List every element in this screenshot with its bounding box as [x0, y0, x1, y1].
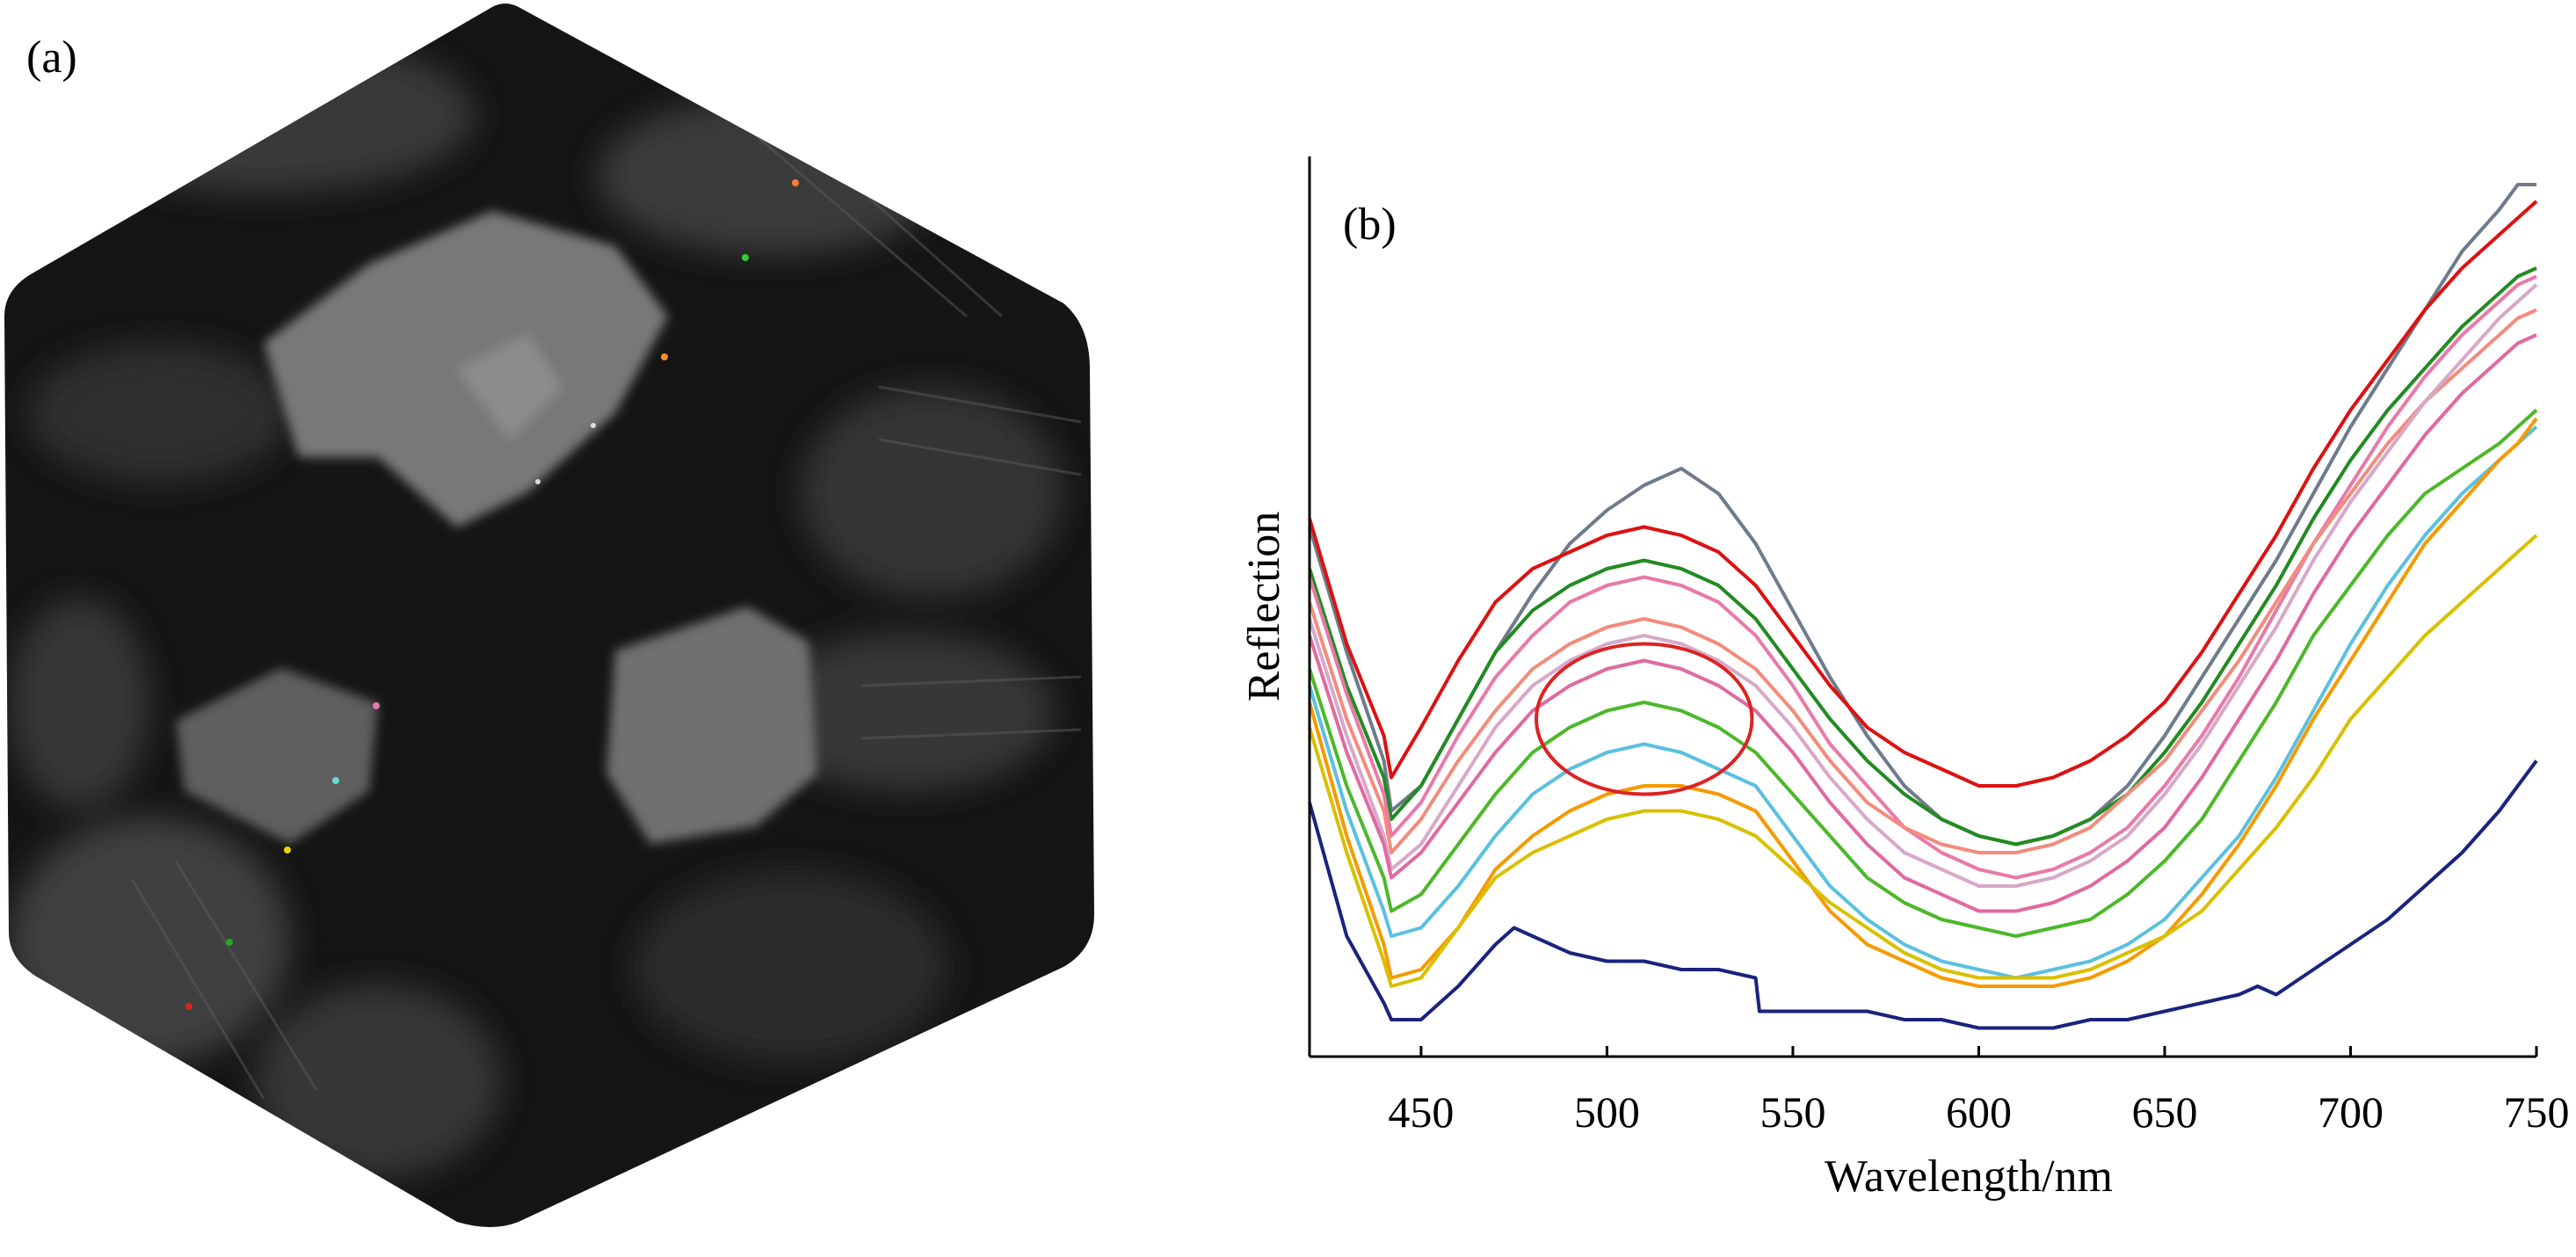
series-line-6: [1308, 283, 2538, 888]
sample-point: [591, 423, 596, 428]
sample-point: [661, 353, 668, 360]
sample-point: [185, 1003, 192, 1010]
panel-b-label: (b): [1343, 200, 1397, 250]
x-tick-label: 650: [2131, 1087, 2197, 1137]
sample-point: [332, 777, 339, 784]
series-line-8: [1308, 409, 2538, 938]
reflection-chart: (b) 450 500 550 600 650 700 750 Wavelength/nm …: [1239, 156, 2570, 1202]
x-tick-label: 750: [2504, 1087, 2570, 1137]
series-line-2: [1308, 200, 2538, 788]
x-tick-label: 600: [1946, 1087, 2012, 1137]
sample-point: [373, 702, 380, 709]
series-line-1: [1308, 183, 2536, 846]
hexagon-background: [4, 4, 1094, 1227]
sample-point: [742, 254, 749, 261]
sample-point: [792, 179, 799, 186]
x-axis-label: Wavelength/nm: [1825, 1152, 2113, 1202]
sample-point: [535, 479, 541, 484]
series-line-4: [1308, 274, 2537, 880]
x-tick-label: 700: [2318, 1087, 2384, 1137]
x-tick-label: 450: [1388, 1087, 1454, 1137]
series-line-10: [1308, 417, 2538, 988]
y-axis-label: Reflection: [1239, 512, 1289, 702]
x-tick-label: 500: [1574, 1087, 1640, 1137]
sample-point: [226, 939, 233, 946]
series-line-11: [1308, 534, 2538, 988]
plot-curves: [1308, 183, 2538, 1030]
x-tick-label: 550: [1760, 1087, 1825, 1137]
plot-axes: [1308, 156, 2536, 1058]
sample-point: [284, 846, 291, 854]
panel-a-label: (a): [26, 33, 77, 83]
hexagon-micrograph: [4, 4, 1094, 1227]
sample-points: [185, 179, 799, 1010]
plot-annotations: [1535, 642, 1754, 796]
series-line-3: [1308, 266, 2537, 846]
series-line-9: [1308, 425, 2538, 980]
panel-a: (a): [0, 0, 1107, 1253]
x-ticks: 450 500 550 600 650 700 750: [1388, 1046, 2570, 1137]
panel-b: (b) 450 500 550 600 650 700 750 Wavelength/nm …: [1230, 0, 2576, 1253]
series-line-5: [1308, 308, 2537, 854]
series-line-7: [1308, 333, 2537, 913]
series-line-12: [1308, 759, 2538, 1030]
highlight-ellipse: [1535, 642, 1754, 796]
